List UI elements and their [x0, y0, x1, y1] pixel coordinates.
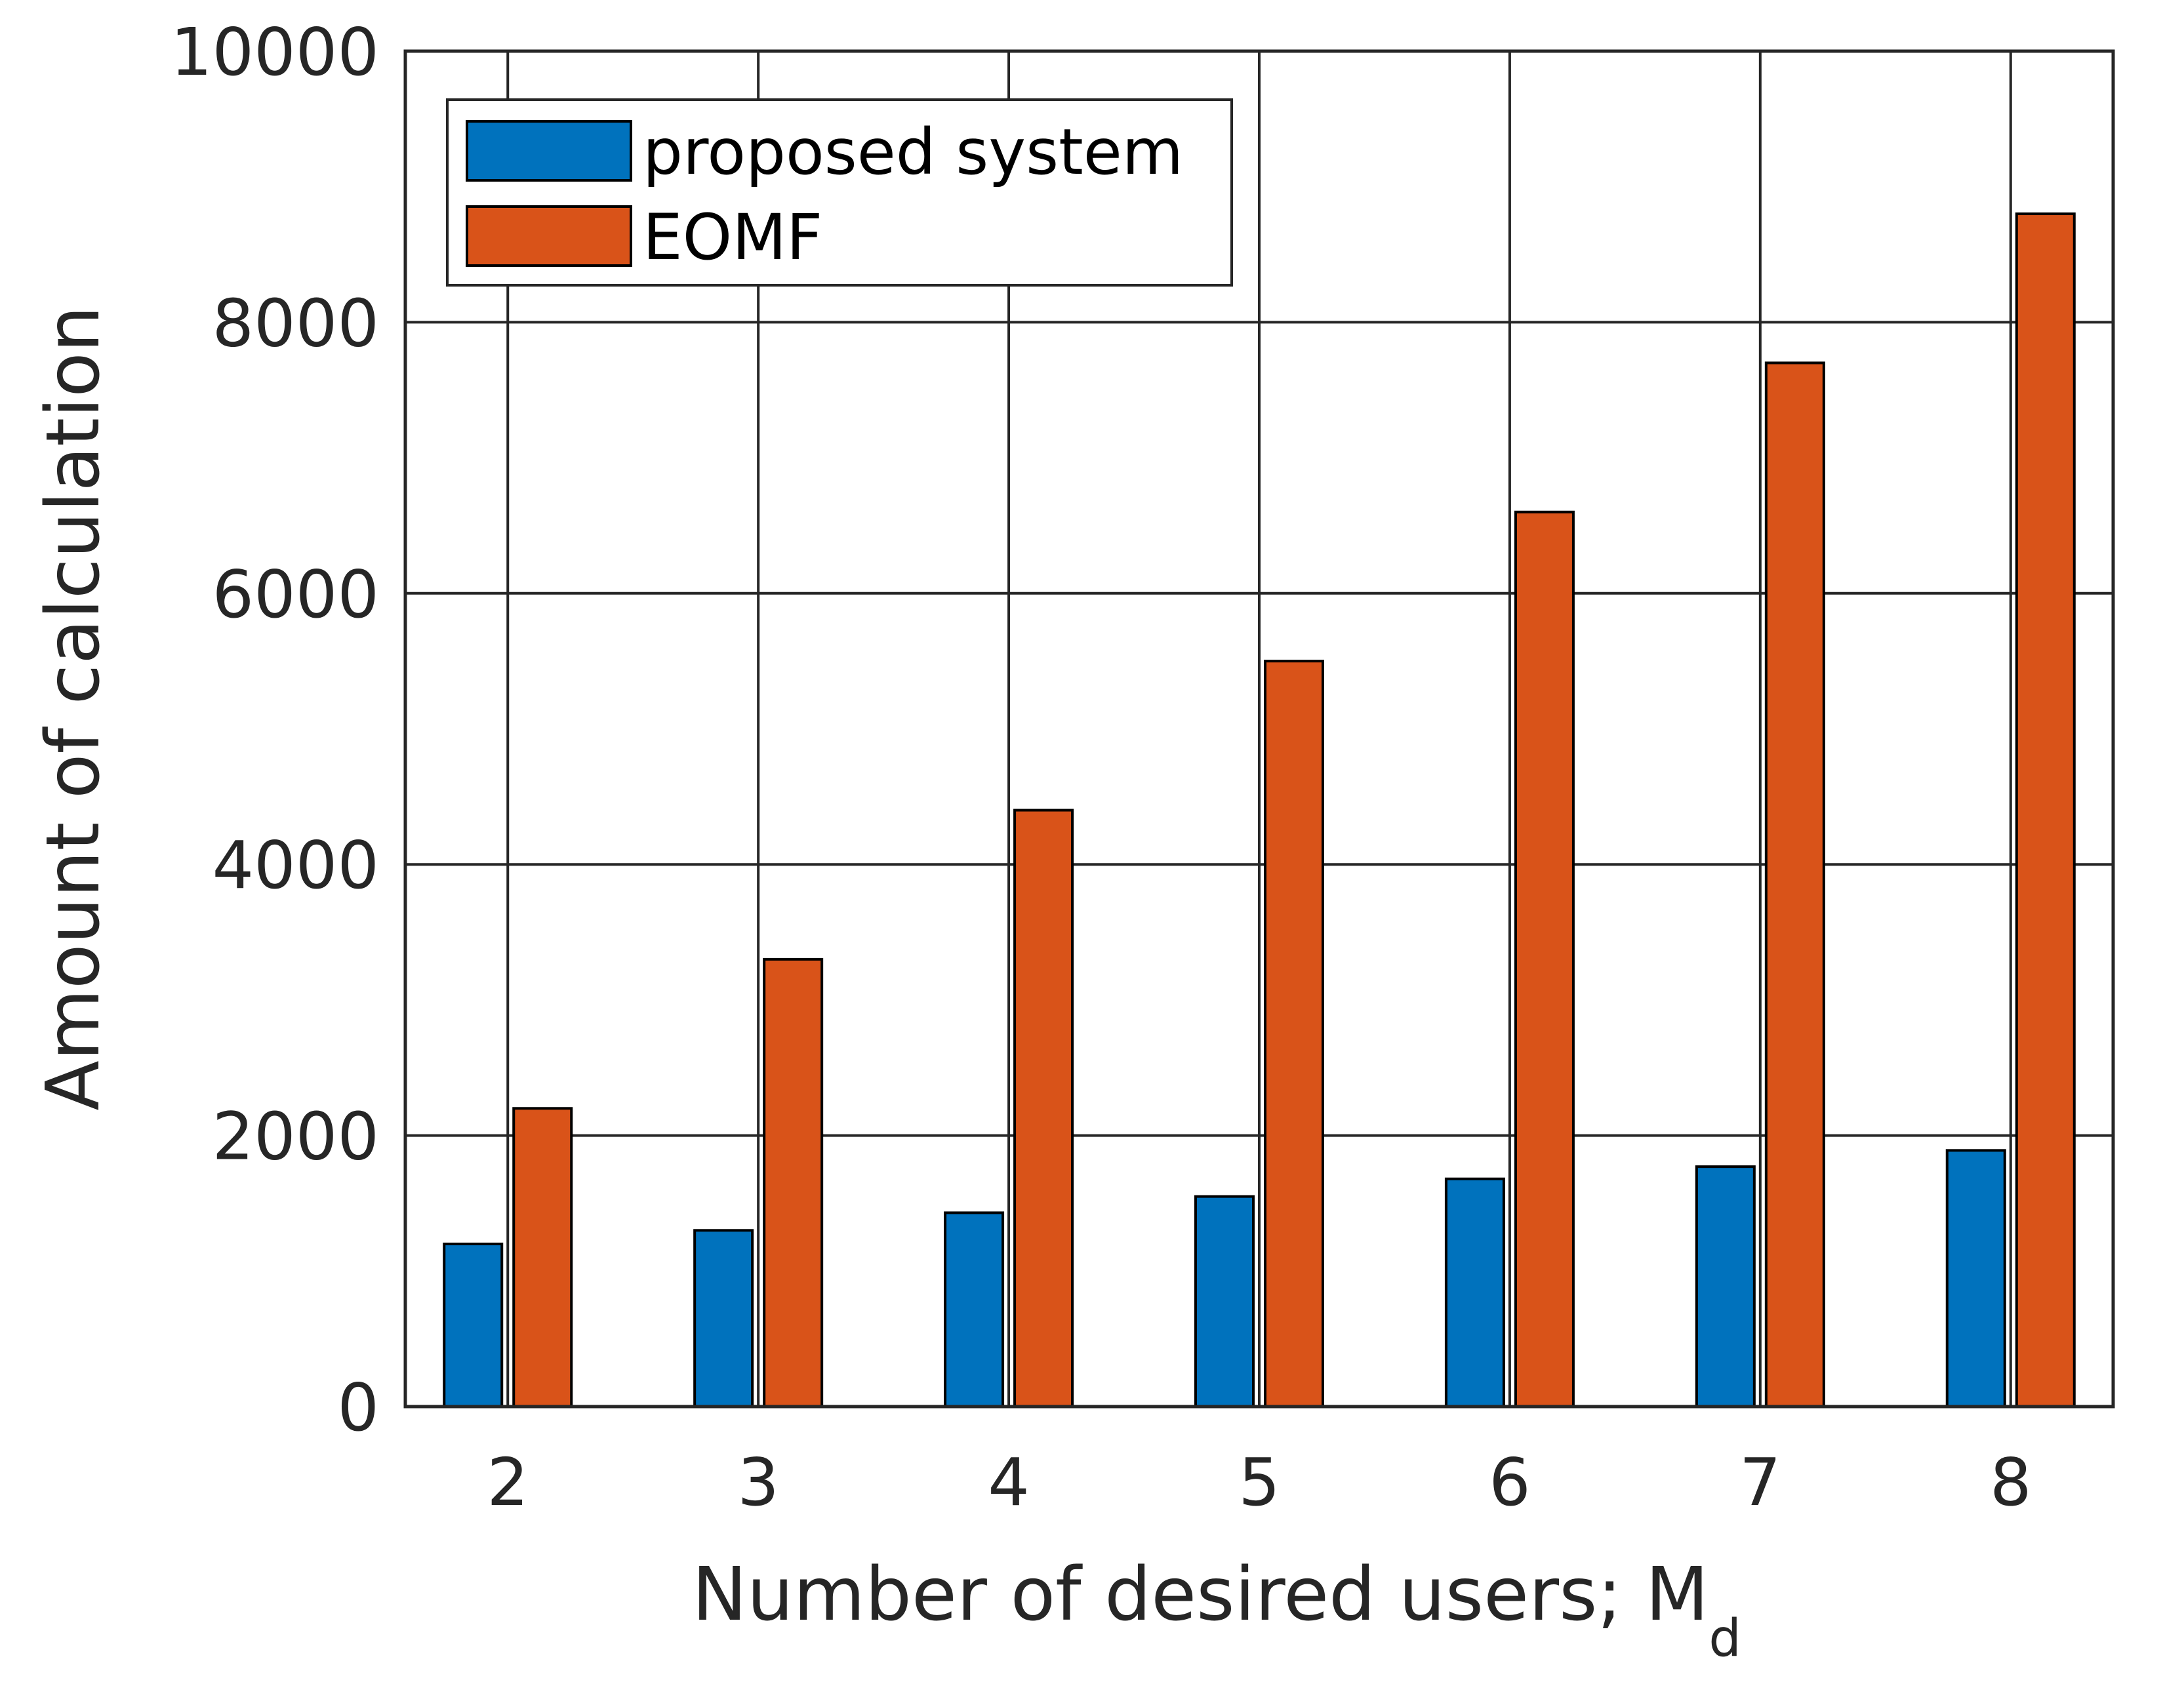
- x-tick-label: 5: [1238, 1444, 1280, 1521]
- bar-eomf-6: [1514, 510, 1575, 1408]
- legend-label-proposed-system: proposed system: [643, 115, 1183, 189]
- plot-frame: [403, 49, 2115, 1409]
- y-tick-label: 4000: [212, 827, 380, 904]
- y-tick-label: 6000: [212, 556, 380, 633]
- legend: proposed system EOMF: [446, 98, 1233, 287]
- x-tick-label: 3: [737, 1444, 779, 1521]
- bar-eomf-2: [512, 1107, 573, 1408]
- x-axis-label-subscript: d: [1709, 1609, 1741, 1668]
- legend-label-eomf: EOMF: [643, 201, 822, 274]
- bar-proposed-system-6: [1444, 1177, 1505, 1409]
- y-axis-label: Amount of calculation: [31, 306, 116, 1110]
- bar-eomf-7: [1764, 361, 1825, 1408]
- x-tick-label: 8: [1990, 1444, 2032, 1521]
- x-tick-labels: 2 3 4 5 6 7 8: [487, 1444, 2031, 1521]
- bars: [443, 212, 2076, 1409]
- bar-proposed-system-8: [1945, 1149, 2006, 1409]
- y-tick-labels: 0 2000 4000 6000 8000 10000: [171, 14, 379, 1446]
- bar-proposed-system-2: [443, 1242, 504, 1408]
- x-axis-label-main: Number of desired users; M: [692, 1552, 1709, 1637]
- y-tick-label: 0: [337, 1369, 379, 1446]
- x-tick-label: 7: [1739, 1444, 1781, 1521]
- bar-eomf-8: [2015, 212, 2076, 1408]
- y-tick-label: 2000: [212, 1098, 380, 1175]
- x-tick-label: 2: [487, 1444, 529, 1521]
- y-tick-label: 8000: [212, 285, 380, 361]
- x-tick-label: 4: [988, 1444, 1030, 1521]
- x-axis-label: Number of desired users; Md: [692, 1552, 1741, 1668]
- bar-eomf-5: [1264, 660, 1324, 1408]
- legend-swatch-eomf: [466, 205, 632, 267]
- bar-eomf-3: [763, 957, 824, 1408]
- bar-proposed-system-5: [1194, 1195, 1255, 1408]
- bar-eomf-4: [1013, 809, 1074, 1408]
- bar-proposed-system-3: [693, 1229, 754, 1409]
- legend-swatch-proposed-system: [466, 120, 632, 182]
- x-tick-label: 6: [1489, 1444, 1531, 1521]
- bar-proposed-system-7: [1695, 1165, 1756, 1408]
- y-tick-label: 10000: [171, 14, 379, 90]
- bar-proposed-system-4: [944, 1211, 1005, 1408]
